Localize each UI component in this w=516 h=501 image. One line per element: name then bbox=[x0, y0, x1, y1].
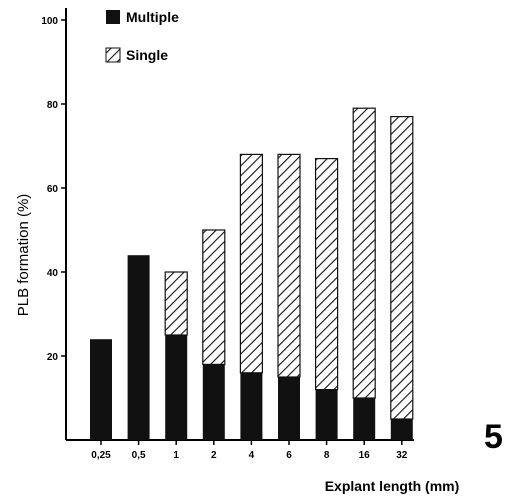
x-tick-label: 6 bbox=[286, 450, 292, 461]
y-tick-label: 60 bbox=[47, 184, 59, 195]
bar-multiple-6 bbox=[278, 377, 300, 440]
y-tick-label: 20 bbox=[47, 352, 59, 363]
y-ticks: 20 40 60 80 100 bbox=[41, 16, 66, 363]
bar-single-1 bbox=[164, 271, 188, 336]
legend: Multiple Single bbox=[105, 9, 179, 63]
bar-multiple-1 bbox=[165, 335, 188, 440]
legend-swatch-single bbox=[105, 47, 121, 63]
bar-multiple-32 bbox=[390, 419, 413, 440]
bar-single-8 bbox=[315, 158, 339, 391]
x-tick-label: 0,25 bbox=[91, 450, 111, 461]
figure-number: 5 bbox=[484, 418, 503, 456]
x-tick-label: 1 bbox=[173, 450, 179, 461]
bar-multiple-16 bbox=[353, 398, 376, 440]
legend-label-multiple: Multiple bbox=[126, 9, 179, 25]
x-tick-label: 16 bbox=[359, 450, 371, 461]
bar-multiple-4 bbox=[240, 372, 263, 440]
bar-multiple-2 bbox=[202, 364, 225, 440]
bars bbox=[90, 107, 414, 440]
y-axis-title: PLB formation (%) bbox=[15, 194, 32, 317]
bar-single-32 bbox=[390, 115, 414, 420]
legend-swatch-multiple bbox=[106, 10, 120, 24]
bar-single-4 bbox=[239, 153, 263, 374]
x-tick-label: 0,5 bbox=[132, 450, 146, 461]
x-tick-label: 32 bbox=[396, 450, 408, 461]
x-tick-label: 8 bbox=[324, 450, 330, 461]
y-tick-label: 100 bbox=[41, 16, 58, 27]
x-tick-label: 4 bbox=[249, 450, 255, 461]
bar-multiple-8 bbox=[315, 389, 338, 440]
legend-label-single: Single bbox=[126, 47, 168, 63]
y-tick-label: 40 bbox=[47, 268, 59, 279]
bar-single-2 bbox=[202, 229, 226, 365]
x-ticks: 0,25 0,5 1 2 4 6 8 16 32 bbox=[91, 440, 408, 461]
y-tick-label: 80 bbox=[47, 100, 59, 111]
x-tick-label: 2 bbox=[211, 450, 217, 461]
bar-single-6 bbox=[277, 153, 301, 378]
bar-multiple-0-25 bbox=[90, 339, 112, 440]
bar-multiple-0-5 bbox=[127, 255, 150, 440]
bar-single-16 bbox=[352, 107, 376, 399]
x-axis-title: Explant length (mm) bbox=[325, 478, 460, 494]
